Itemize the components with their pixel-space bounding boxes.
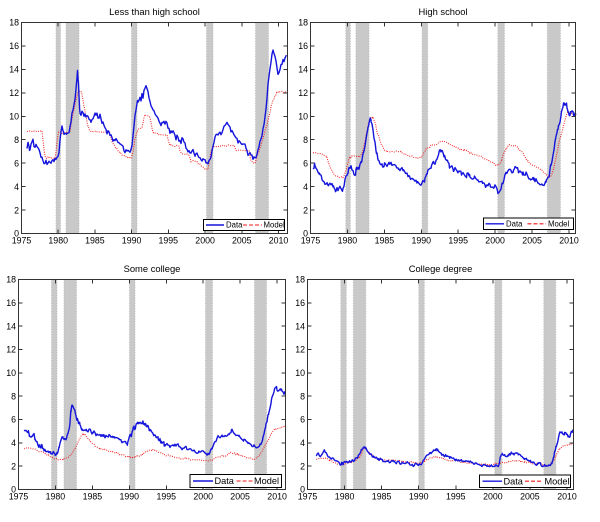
svg-text:6: 6 (300, 415, 305, 425)
svg-text:Data: Data (215, 476, 235, 486)
svg-text:0: 0 (303, 229, 308, 239)
svg-text:2005: 2005 (232, 235, 252, 245)
svg-text:2000: 2000 (483, 491, 503, 501)
svg-text:1990: 1990 (120, 491, 140, 501)
svg-text:1975: 1975 (12, 235, 32, 245)
svg-text:1995: 1995 (448, 235, 468, 245)
svg-text:1995: 1995 (159, 235, 179, 245)
svg-text:2005: 2005 (522, 235, 542, 245)
svg-text:4: 4 (11, 438, 16, 448)
svg-text:18: 18 (9, 18, 19, 28)
svg-text:8: 8 (300, 391, 305, 401)
svg-text:2000: 2000 (195, 235, 215, 245)
svg-text:1975: 1975 (9, 491, 29, 501)
svg-text:2005: 2005 (520, 491, 540, 501)
svg-text:2: 2 (14, 205, 19, 215)
svg-text:Data: Data (506, 220, 523, 229)
svg-text:10: 10 (9, 112, 19, 122)
svg-text:Model: Model (548, 220, 570, 229)
svg-text:14: 14 (298, 65, 308, 75)
svg-text:1980: 1980 (48, 235, 68, 245)
svg-text:High school: High school (419, 6, 468, 17)
svg-text:2010: 2010 (557, 491, 577, 501)
svg-text:14: 14 (6, 321, 16, 331)
svg-text:16: 16 (9, 41, 19, 51)
svg-text:Data: Data (504, 477, 524, 487)
svg-text:8: 8 (11, 391, 16, 401)
svg-text:0: 0 (300, 485, 305, 495)
svg-text:Data: Data (226, 221, 243, 230)
svg-text:12: 12 (6, 345, 16, 355)
svg-text:4: 4 (300, 438, 305, 448)
svg-text:Model: Model (545, 477, 570, 487)
svg-text:6: 6 (14, 158, 19, 168)
svg-text:18: 18 (298, 18, 308, 28)
svg-text:6: 6 (11, 415, 16, 425)
svg-text:12: 12 (9, 88, 19, 98)
svg-text:4: 4 (14, 182, 19, 192)
svg-text:2000: 2000 (193, 491, 213, 501)
svg-text:1985: 1985 (83, 491, 103, 501)
svg-text:2: 2 (300, 461, 305, 471)
svg-text:1975: 1975 (301, 235, 321, 245)
svg-text:2005: 2005 (230, 491, 250, 501)
svg-text:1995: 1995 (157, 491, 177, 501)
svg-text:1985: 1985 (85, 235, 105, 245)
svg-text:1995: 1995 (446, 491, 466, 501)
svg-text:14: 14 (295, 321, 305, 331)
svg-text:Model: Model (254, 476, 279, 486)
svg-text:16: 16 (6, 298, 16, 308)
svg-text:2010: 2010 (559, 235, 579, 245)
svg-text:Less than high school: Less than high school (109, 6, 200, 17)
svg-text:1985: 1985 (372, 491, 392, 501)
svg-text:12: 12 (295, 345, 305, 355)
svg-text:2: 2 (303, 205, 308, 215)
svg-text:10: 10 (6, 368, 16, 378)
svg-text:4: 4 (303, 182, 308, 192)
svg-text:6: 6 (303, 158, 308, 168)
svg-text:2010: 2010 (269, 235, 289, 245)
svg-text:12: 12 (298, 88, 308, 98)
svg-text:16: 16 (298, 41, 308, 51)
svg-text:14: 14 (9, 65, 19, 75)
svg-text:2: 2 (11, 461, 16, 471)
svg-text:8: 8 (303, 135, 308, 145)
svg-text:2010: 2010 (267, 491, 287, 501)
svg-text:2000: 2000 (485, 235, 505, 245)
svg-text:1985: 1985 (375, 235, 395, 245)
svg-text:1990: 1990 (122, 235, 142, 245)
svg-text:College degree: College degree (409, 263, 473, 274)
svg-text:10: 10 (295, 368, 305, 378)
svg-text:1975: 1975 (298, 491, 318, 501)
svg-text:16: 16 (295, 298, 305, 308)
svg-text:8: 8 (14, 135, 19, 145)
svg-text:0: 0 (11, 485, 16, 495)
svg-text:0: 0 (14, 229, 19, 239)
svg-text:1980: 1980 (46, 491, 66, 501)
svg-text:18: 18 (6, 275, 16, 285)
svg-text:Some college: Some college (124, 263, 181, 274)
svg-text:1980: 1980 (338, 235, 358, 245)
svg-text:1980: 1980 (335, 491, 355, 501)
svg-text:18: 18 (295, 275, 305, 285)
svg-text:1990: 1990 (412, 235, 432, 245)
svg-text:1990: 1990 (409, 491, 429, 501)
svg-text:10: 10 (298, 112, 308, 122)
svg-text:Model: Model (264, 221, 286, 230)
